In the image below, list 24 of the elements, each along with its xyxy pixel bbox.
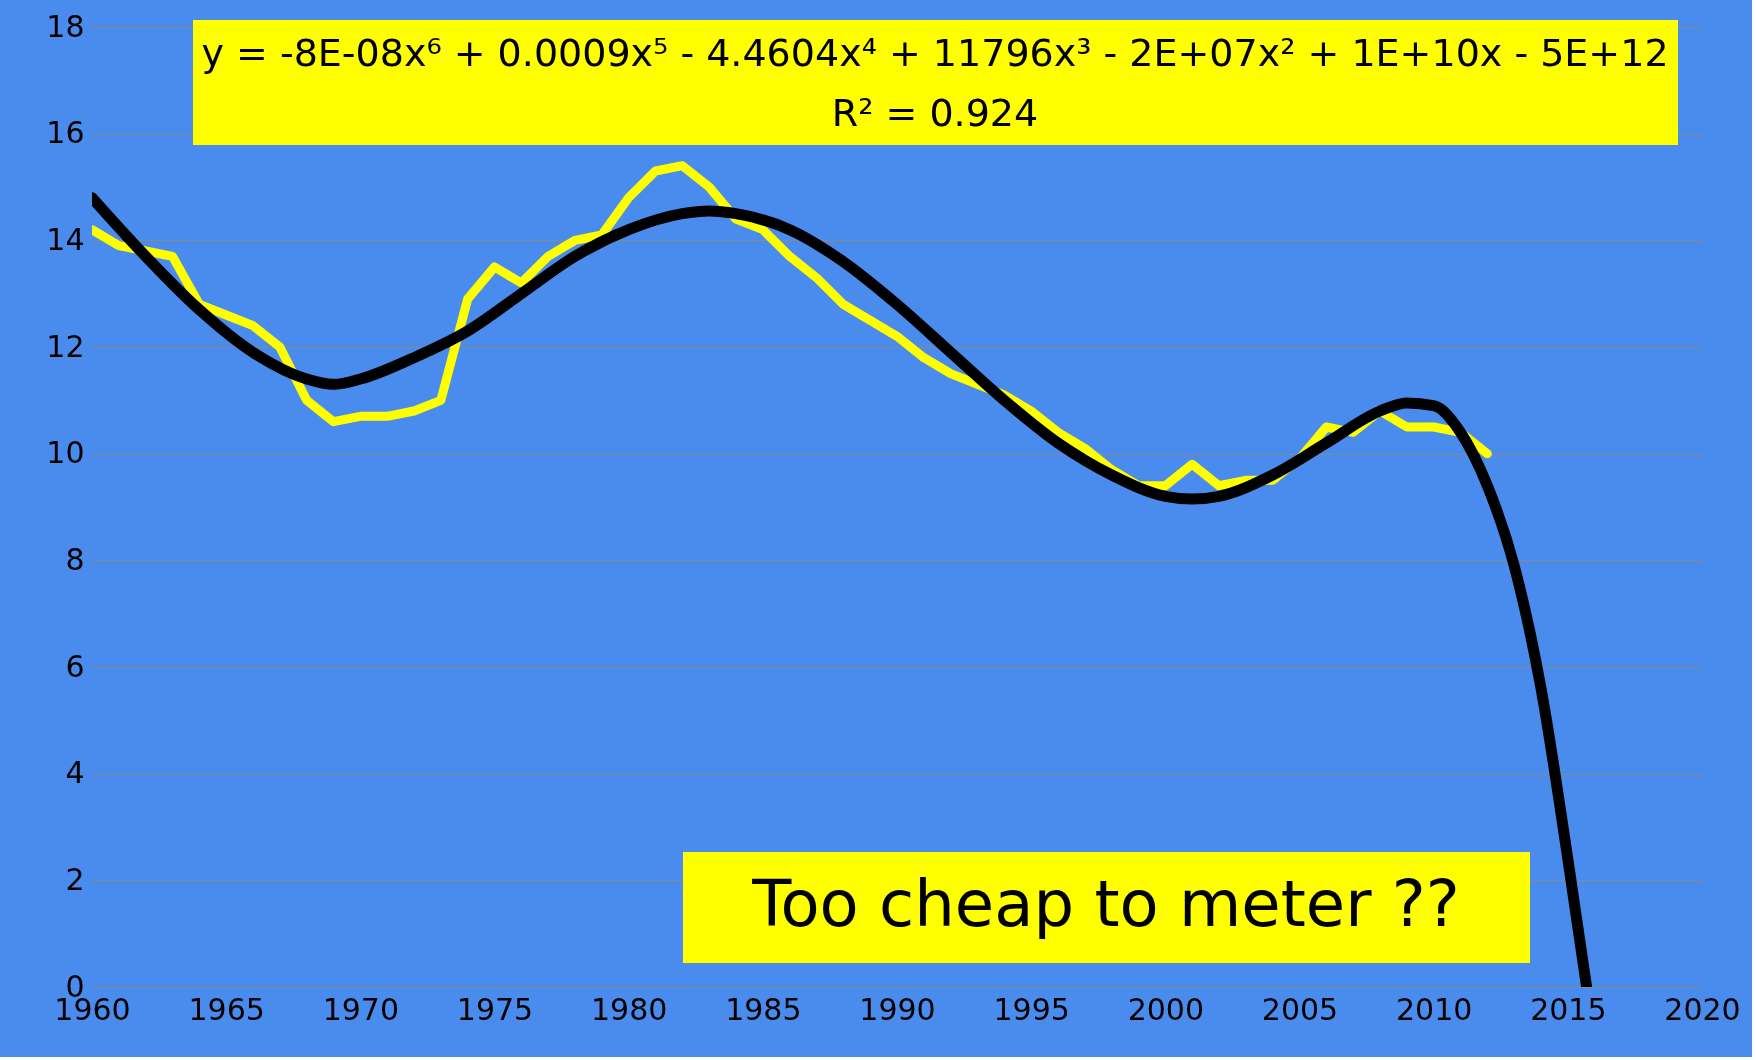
x-tick-label: 1965 [188, 991, 265, 1027]
x-tick-label: 2005 [1261, 991, 1339, 1027]
y-tick-label: 12 [46, 328, 85, 364]
y-tick-label: 2 [65, 861, 85, 897]
x-tick-label: 1970 [322, 991, 400, 1027]
x-tick-label: 1990 [859, 991, 936, 1027]
annotation: Too cheap to meter ?? [751, 867, 1460, 941]
annotation: y = -8E-08x⁶ + 0.0009x⁵ - 4.4604x⁴ + 11796x³ - 2E+07x² + 1E+10x - 5E+12 [201, 31, 1669, 75]
x-tick-label: 1980 [590, 991, 668, 1027]
x-tick-label: 2020 [1664, 991, 1741, 1027]
x-tick-label: 2000 [1127, 991, 1205, 1027]
y-tick-label: 16 [46, 115, 85, 151]
x-tick-label: 1995 [993, 991, 1070, 1027]
y-tick-label: 4 [65, 755, 85, 791]
x-tick-label: 1975 [456, 991, 534, 1027]
y-tick-label: 14 [46, 221, 85, 257]
y-tick-label: 10 [46, 435, 85, 471]
x-tick-label: 2010 [1395, 991, 1473, 1027]
annotation: R² = 0.924 [831, 91, 1039, 135]
x-tick-label: 1985 [725, 991, 802, 1027]
y-tick-label: 6 [65, 648, 85, 684]
y-tick-label: 8 [65, 541, 85, 577]
x-tick-label: 2015 [1530, 991, 1607, 1027]
y-tick-label: 18 [46, 8, 85, 44]
